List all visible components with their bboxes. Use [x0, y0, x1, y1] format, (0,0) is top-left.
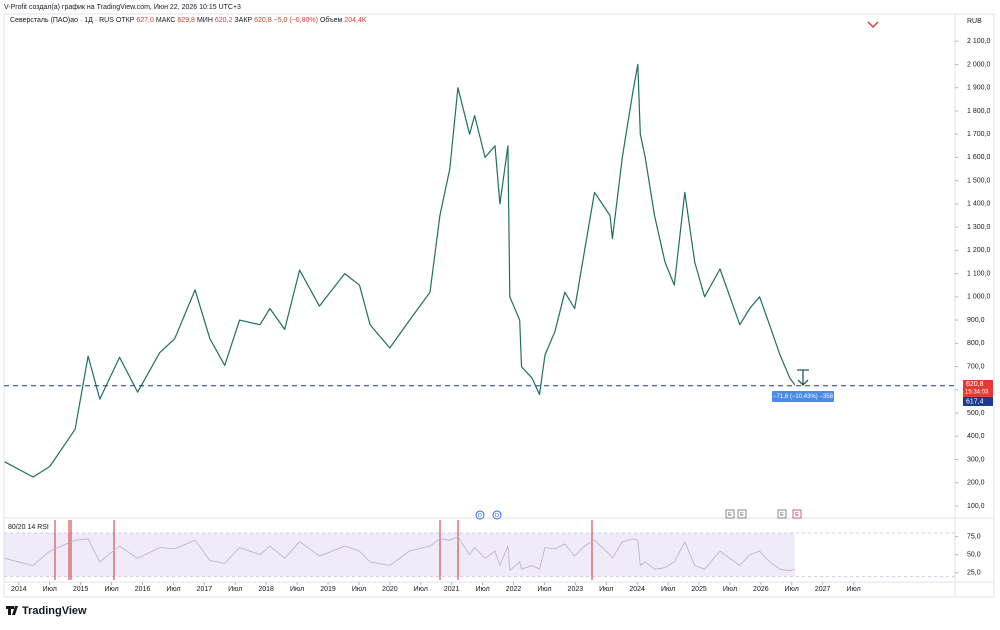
frame [3, 13, 995, 598]
x-tick-label: 2016 [135, 586, 151, 593]
y-tick-label: 1 900,0 [967, 85, 990, 92]
legend-item: ОТКР [116, 17, 135, 24]
event-marker [725, 509, 735, 519]
x-tick-label: 2018 [258, 586, 274, 593]
x-tick-label: 2014 [11, 586, 27, 593]
legend: Северсталь (ПАО)ао · 1Д · RUS ОТКР 627,0 МА… [10, 16, 367, 24]
reference-price-box [963, 396, 993, 406]
x-tick-label: Июл [352, 586, 366, 593]
event-marker [492, 510, 502, 520]
y-tick-label: 1 200,0 [967, 247, 990, 254]
y-tick-label: 50,0 [967, 552, 981, 559]
x-tick-label: Июл [661, 586, 675, 593]
legend-item: Северсталь (ПАО)ао · 1Д · RUS [10, 17, 114, 24]
event-marker [777, 509, 787, 519]
x-tick-label: 2020 [382, 586, 398, 593]
x-tick-label: Июл [785, 586, 799, 593]
measure-box [772, 391, 834, 402]
x-tick-label: Июл [104, 586, 118, 593]
legend-item: 620,2 [215, 17, 233, 24]
x-tick-label: 2024 [629, 586, 645, 593]
event-label: E [728, 512, 732, 518]
x-tick-label: 2019 [320, 586, 336, 593]
y-tick-label: 300,0 [967, 456, 985, 463]
legend-item: ЗАКР [234, 17, 252, 24]
legend-item: МАКС [156, 17, 176, 24]
rsi-band [4, 533, 795, 577]
y-tick-label: 1 400,0 [967, 201, 990, 208]
y-tick-label: 700,0 [967, 363, 985, 370]
x-tick-label: 2017 [197, 586, 213, 593]
x-tick-label: 2023 [568, 586, 584, 593]
event-marker [792, 509, 802, 519]
brand-name: TradingView [22, 605, 87, 617]
header: V-Profit создал(а) график на TradingView… [4, 4, 241, 11]
event-label: E [740, 512, 744, 518]
x-tick-label: Июл [43, 586, 57, 593]
x-tick-label: Июл [166, 586, 180, 593]
y-tick-label: 800,0 [967, 340, 985, 347]
x-tick-label: Июл [723, 586, 737, 593]
x-tick-label: 2021 [444, 586, 460, 593]
y-tick-label: 1 800,0 [967, 108, 990, 115]
x-tick-label: Июл [414, 586, 428, 593]
x-tick-label: Июл [228, 586, 242, 593]
y-tick-label: 1 500,0 [967, 177, 990, 184]
y-tick-label: 1 100,0 [967, 270, 990, 277]
y-tick-label: 1 000,0 [967, 294, 990, 301]
x-tick-label: Июл [599, 586, 613, 593]
y-tick-label: 100,0 [967, 503, 985, 510]
y-tick-label: 25,0 [967, 570, 981, 577]
y-tick-label: 1 300,0 [967, 224, 990, 231]
alert-icon [867, 21, 879, 29]
y-tick-label: 2 100,0 [967, 38, 990, 45]
y-tick-label: 1 700,0 [967, 131, 990, 138]
x-tick-label: 2015 [73, 586, 89, 593]
measure-label: −71,6 (−10,43%) −358 [773, 394, 834, 400]
reference-price-label: 617,4 [966, 398, 984, 405]
x-tick-label: Июл [475, 586, 489, 593]
legend-item: МИН [197, 17, 213, 24]
y-tick-label: 1 600,0 [967, 154, 990, 161]
event-marker [737, 509, 747, 519]
unit-label: RUB [967, 18, 982, 25]
logo-mark [6, 606, 18, 615]
legend-item: −5,0 (−0,80%) [274, 17, 318, 24]
y-tick-label: 200,0 [967, 480, 985, 487]
x-tick-label: Июл [290, 586, 304, 593]
event-label: D [495, 513, 499, 519]
last-price-box [963, 379, 993, 397]
event-label: E [780, 512, 784, 518]
x-tick-label: Июл [846, 586, 860, 593]
x-tick-label: 2026 [753, 586, 769, 593]
y-tick-label: 900,0 [967, 317, 985, 324]
last-price-label: 620,8 [966, 381, 984, 388]
legend-item: 629,8 [177, 17, 195, 24]
measure-arrow [797, 369, 809, 386]
y-tick-label: 400,0 [967, 433, 985, 440]
rsi-title: 80/20 14 RSI [8, 524, 49, 531]
series-line [4, 63, 796, 478]
legend-item: Объем [320, 16, 342, 24]
x-tick-label: 2022 [506, 586, 522, 593]
y-tick-label: 500,0 [967, 410, 985, 417]
event-marker [475, 510, 485, 520]
x-tick-label: Июл [537, 586, 551, 593]
event-label: E [795, 512, 799, 518]
brand-logo: TradingView [6, 605, 87, 617]
x-tick-label: 2027 [815, 586, 831, 593]
event-label: D [478, 513, 482, 519]
legend-item: 627,0 [136, 17, 154, 24]
countdown: 15:34:03 [965, 390, 989, 396]
legend-item: 204,4K [344, 17, 367, 24]
series-line [4, 536, 796, 571]
legend-item: 620,8 [254, 17, 272, 24]
y-tick-label: 2 000,0 [967, 61, 990, 68]
x-tick-label: 2025 [691, 586, 707, 593]
y-tick-label: 75,0 [967, 533, 981, 540]
